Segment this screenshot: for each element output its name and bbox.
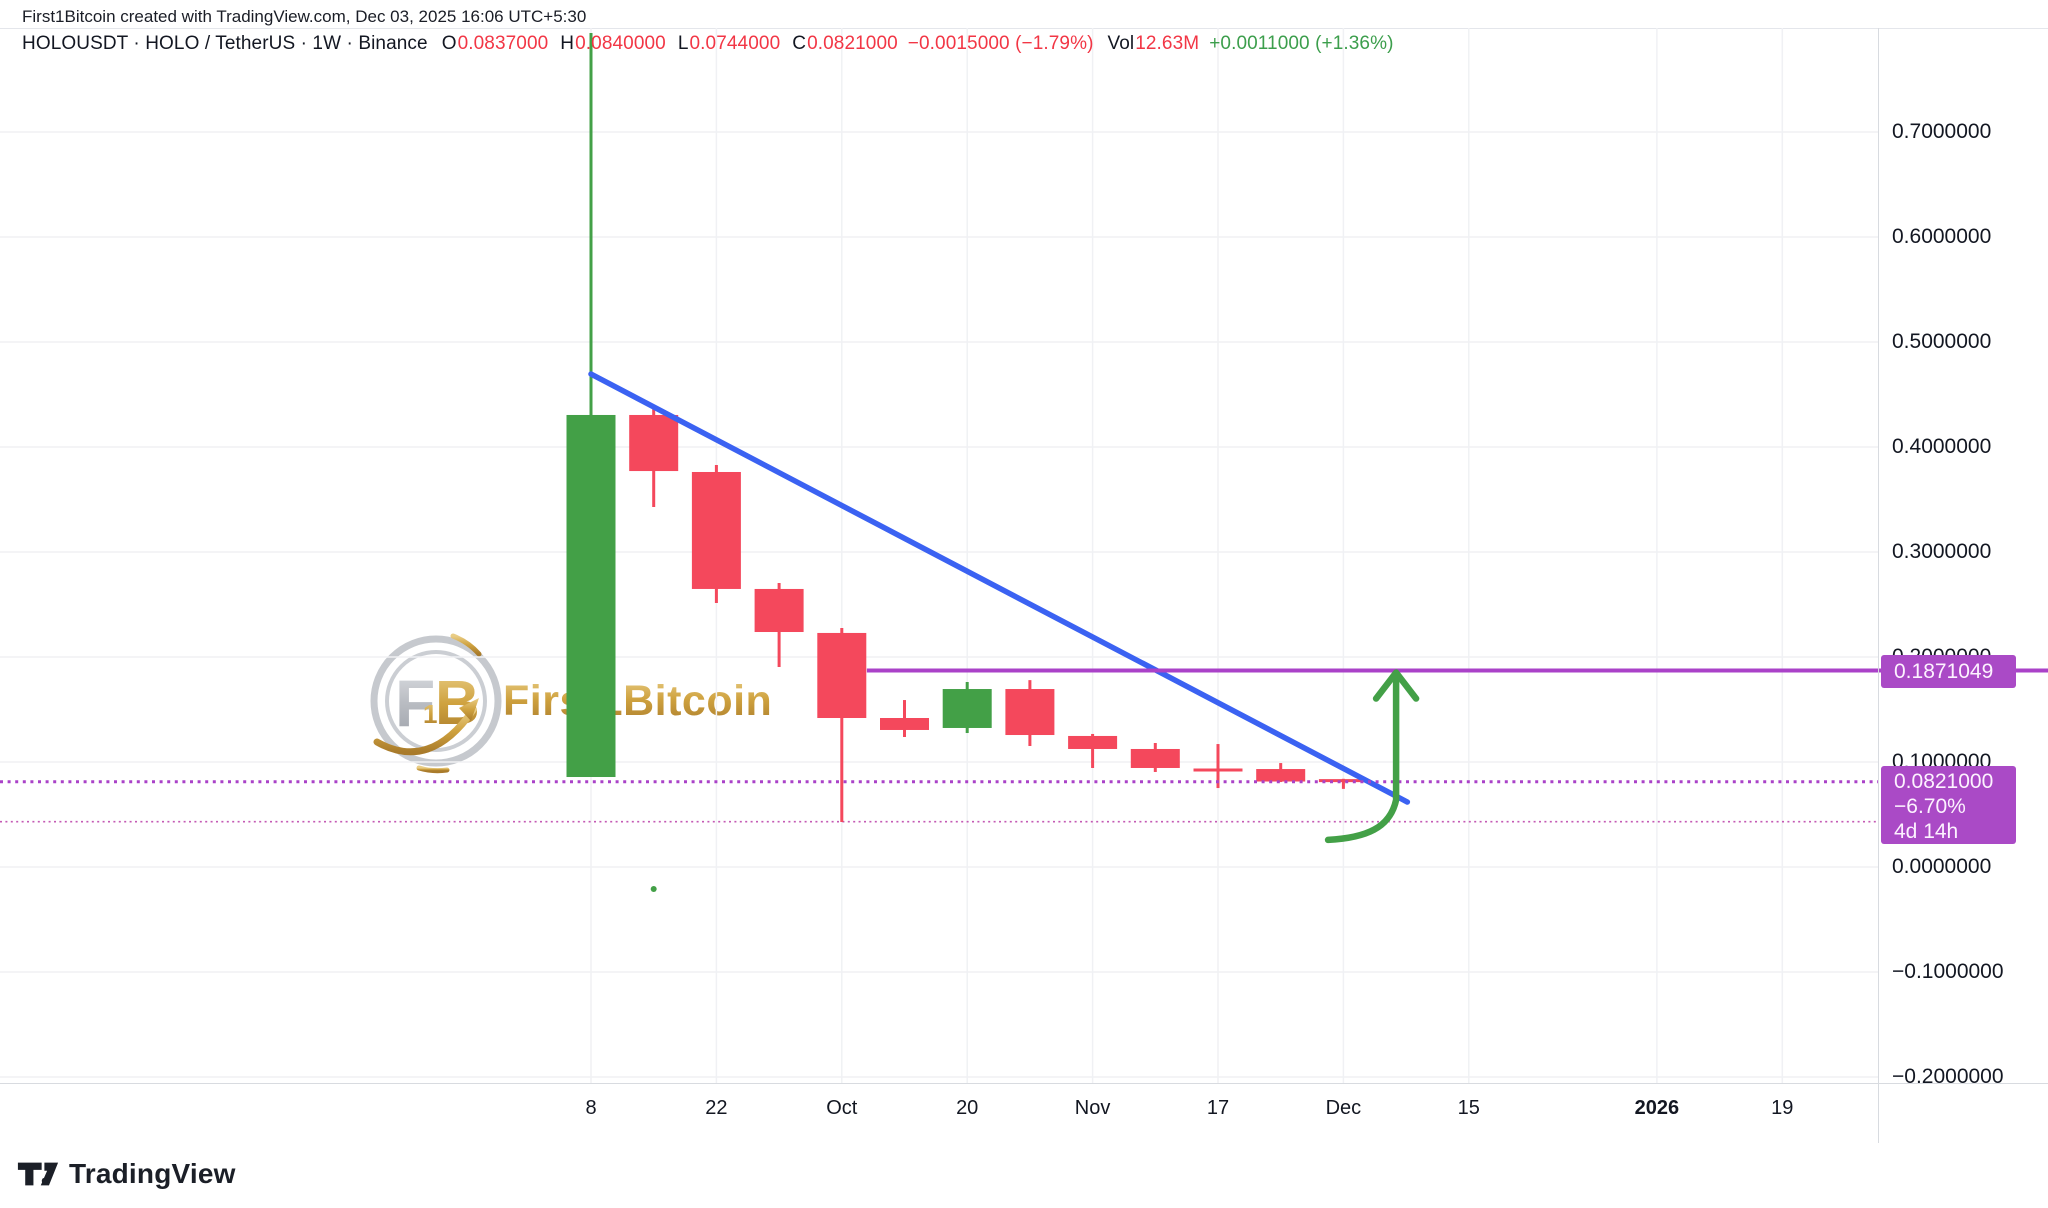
current-price-change: −6.70% (1894, 795, 1966, 818)
tradingview-brand-text: TradingView (69, 1158, 236, 1189)
ohlc-field: 0.0744000 (689, 33, 781, 54)
time-axis-border (0, 1083, 2048, 1084)
chart-frame-top-border (0, 28, 2048, 29)
green-arrow-head (1372, 669, 1420, 702)
price-axis-label: 0.4000000 (1892, 435, 1992, 458)
candle-body-sep-15[interactable] (629, 414, 679, 472)
candle-body-sep-8[interactable] (566, 414, 616, 778)
candle-body-nov-3[interactable] (1068, 735, 1118, 749)
price-axis-label: −0.2000000 (1892, 1065, 2004, 1088)
current-price-countdown-label[interactable]: 0.0821000 −6.70% 4d 14h (1881, 766, 2016, 844)
ohlc-field: C (792, 33, 807, 54)
first1bitcoin-watermark: F B 1 First1Bitcoin (355, 622, 772, 797)
svg-text:F: F (395, 666, 435, 740)
candle-body-oct-13[interactable] (880, 718, 929, 730)
target-price-label[interactable]: 0.1871049 (1881, 655, 2016, 688)
creation-attribution-text: First1Bitcoin created with TradingView.c… (22, 7, 587, 26)
ohlc-field: 12.63M (1135, 33, 1200, 54)
candle-body-sep-22[interactable] (691, 471, 741, 589)
price-axis-label: 0.5000000 (1892, 330, 1992, 353)
descending-trendline[interactable] (588, 371, 1411, 805)
candle-body-oct-27[interactable] (1005, 689, 1055, 736)
ohlc-field: Vol (1107, 33, 1135, 54)
ohlc-field: O (441, 33, 457, 54)
svg-text:1: 1 (423, 699, 437, 729)
watermark-brand-text: First1Bitcoin (503, 677, 773, 725)
candle-body-nov-24[interactable] (1256, 769, 1306, 782)
symbol-title[interactable]: HOLOUSDT · HOLO / TetherUS · 1W · Binanc… (22, 33, 428, 54)
first1bitcoin-logo-icon: F B 1 (370, 633, 502, 774)
time-axis-label: Dec (1325, 1097, 1362, 1119)
price-axis-label: 0.3000000 (1892, 540, 1992, 563)
time-axis-label: 20 (956, 1097, 979, 1119)
candle-body-oct-20[interactable] (942, 689, 992, 728)
time-axis-label: 2026 (1634, 1097, 1680, 1119)
tradingview-footer-logo[interactable]: TradingView (17, 1158, 236, 1190)
price-axis-label: −0.1000000 (1892, 960, 2004, 983)
candle-body-oct-6[interactable] (817, 632, 867, 719)
time-axis-label: 15 (1457, 1097, 1480, 1119)
tradingview-logo-icon (17, 1162, 59, 1186)
green-up-arrow-annotation[interactable] (1324, 675, 1400, 844)
price-axis-border (1878, 28, 1879, 1143)
time-axis-label: 8 (585, 1097, 597, 1119)
ohlc-field: L (677, 33, 689, 54)
candle-body-dec-1[interactable] (1318, 779, 1368, 783)
green-marker-dot (650, 886, 657, 893)
time-axis-label: Nov (1074, 1097, 1111, 1119)
price-axis-label: 0.0000000 (1892, 855, 1992, 878)
ohlc-field: 0.0837000 (457, 33, 549, 54)
time-axis-label: 19 (1771, 1097, 1794, 1119)
candle-body-sep-29[interactable] (754, 588, 804, 633)
candle-body-nov-10[interactable] (1130, 748, 1180, 768)
candle-body-nov-17[interactable] (1193, 768, 1243, 772)
ohlc-field: +0.0011000 (+1.36%) (1209, 33, 1394, 54)
ohlc-field: 0.0840000 (575, 33, 666, 54)
bar-countdown-timer: 4d 14h (1894, 820, 1959, 843)
ohlc-field: −0.0015000 (−1.79%) (907, 33, 1094, 54)
ohlc-field: H (560, 33, 575, 54)
ohlc-field: 0.0821000 (807, 33, 898, 54)
time-axis[interactable]: 8 22 Oct 20 Nov 17 Dec 15 2026 19 (0, 1092, 2048, 1132)
symbol-ohlc-header[interactable]: HOLOUSDT · HOLO / TetherUS · 1W · Binanc… (22, 33, 1394, 55)
target-price-value: 0.1871049 (1894, 660, 1994, 683)
time-axis-label: 22 (705, 1097, 728, 1119)
current-price-value: 0.0821000 (1894, 770, 1994, 793)
price-axis[interactable]: 0.7000000 0.6000000 0.5000000 0.4000000 0.30… (1879, 0, 2048, 1088)
price-axis-label: 0.7000000 (1892, 120, 1992, 143)
price-axis-label: 0.6000000 (1892, 225, 1992, 248)
time-axis-label: 17 (1206, 1097, 1230, 1119)
time-axis-label: Oct (826, 1097, 858, 1119)
